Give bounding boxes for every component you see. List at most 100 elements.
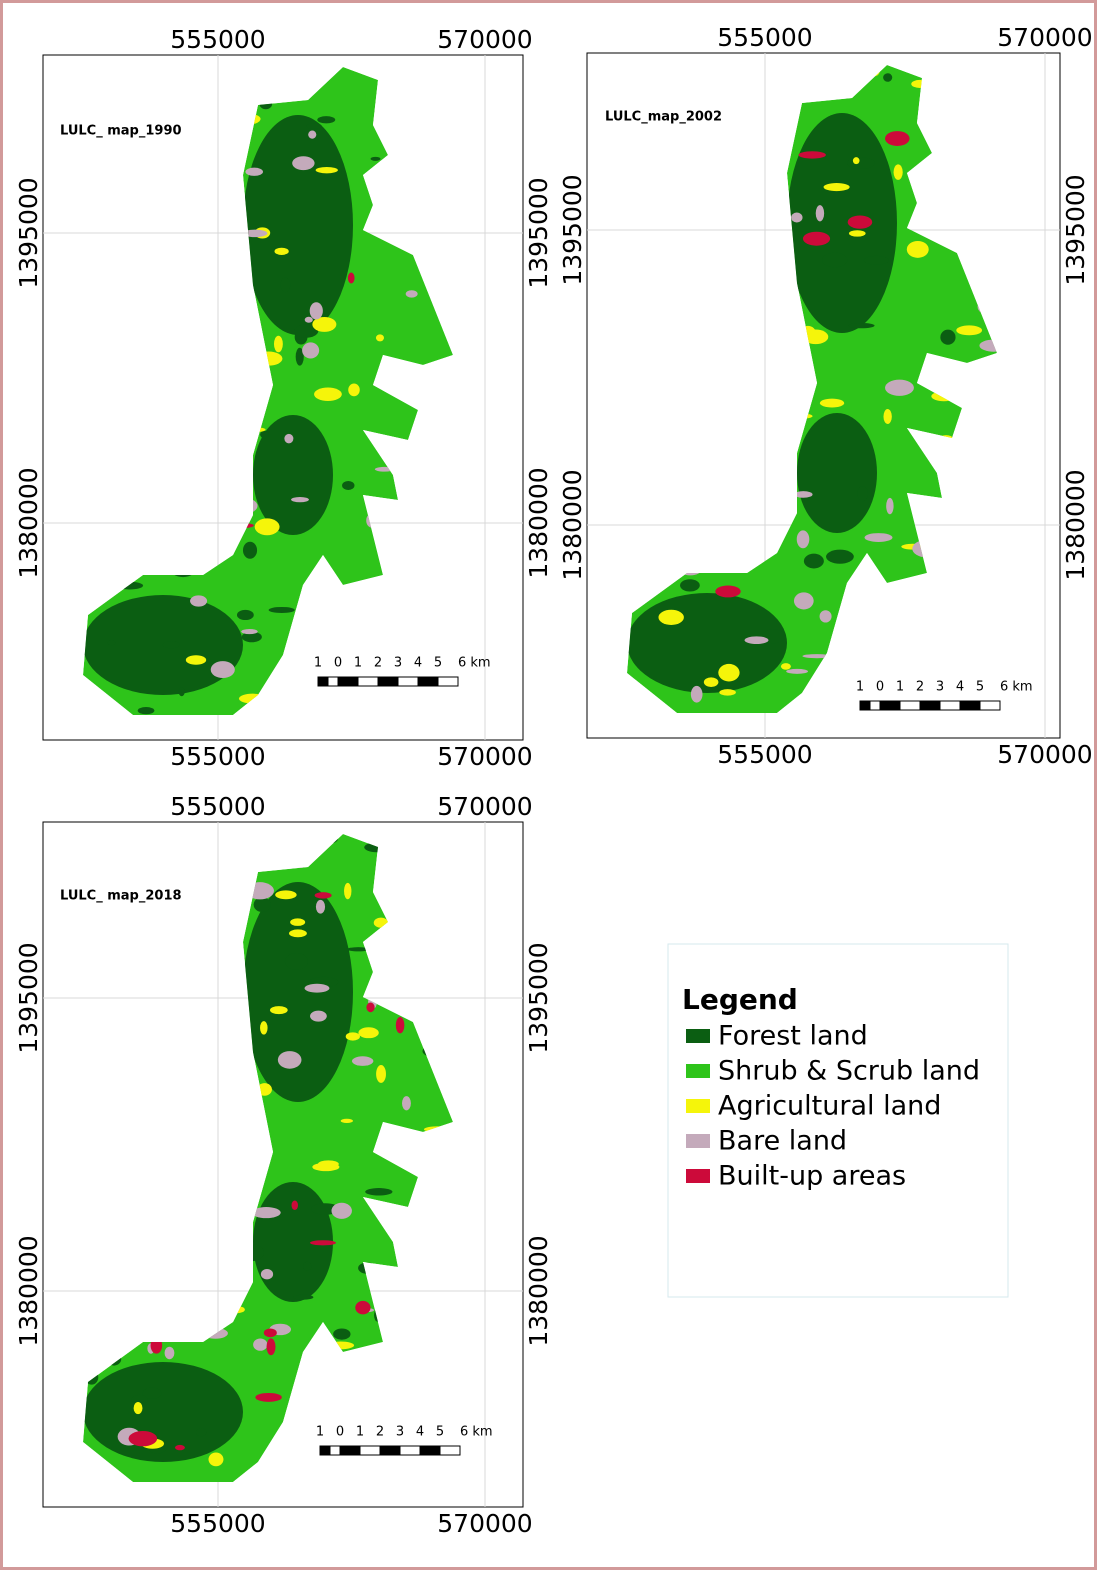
land-patch	[138, 707, 155, 714]
land-patch	[797, 530, 810, 548]
land-patch	[292, 1201, 298, 1211]
scale-label: 1	[316, 1425, 324, 1440]
land-patch	[241, 629, 258, 634]
land-patch	[691, 686, 703, 703]
land-patch	[306, 123, 322, 129]
land-patch	[190, 595, 207, 606]
land-patch	[803, 232, 830, 246]
scale-seg	[338, 677, 358, 686]
land-patch	[907, 241, 929, 258]
land-patch	[331, 1203, 351, 1219]
scale-label: 5	[436, 1425, 444, 1440]
land-patch	[883, 409, 891, 424]
land-patch	[848, 323, 874, 328]
land-patch	[822, 253, 847, 268]
land-patch	[885, 131, 910, 146]
land-patch	[274, 336, 283, 353]
land-patch	[310, 302, 323, 319]
land-patch	[255, 1393, 282, 1402]
land-patch	[865, 533, 893, 542]
forest-area	[787, 113, 897, 333]
land-patch	[289, 929, 307, 937]
scale-seg	[378, 677, 398, 686]
land-patch	[314, 387, 342, 400]
scale-label: 1	[856, 680, 864, 695]
scale-seg	[940, 701, 960, 710]
land-patch	[358, 1027, 378, 1038]
y-coord-left: 1395000	[14, 942, 43, 1053]
land-patch	[406, 290, 418, 297]
y-coord-right: 1395000	[524, 177, 553, 288]
land-patch	[820, 399, 844, 408]
land-patch	[270, 1006, 288, 1014]
scale-seg	[418, 677, 438, 686]
legend-label: Agricultural land	[718, 1091, 941, 1122]
scale-label: 3	[394, 656, 402, 671]
scale-seg	[860, 701, 870, 710]
scale-seg	[320, 1446, 330, 1455]
scale-seg	[360, 1446, 380, 1455]
land-patch	[305, 317, 313, 323]
x-coord-bottom: 555000	[170, 742, 265, 771]
land-patch	[269, 607, 295, 613]
land-patch	[318, 1160, 339, 1167]
scale-label: 0	[336, 1425, 344, 1440]
scale-seg	[980, 701, 1000, 710]
land-patch	[315, 892, 332, 899]
land-patch	[794, 592, 814, 609]
land-patch	[346, 1032, 360, 1040]
land-patch	[108, 640, 116, 645]
land-patch	[719, 689, 736, 695]
land-patch	[302, 342, 319, 358]
land-patch	[237, 610, 254, 620]
land-patch	[208, 1453, 223, 1467]
scale-seg	[330, 1446, 340, 1455]
land-patch	[333, 1329, 350, 1340]
land-patch	[366, 1003, 374, 1013]
land-patch	[341, 1119, 353, 1123]
scale-seg	[340, 1446, 360, 1455]
scale-label: 5	[434, 656, 442, 671]
y-coord-right: 1395000	[524, 942, 553, 1053]
x-coord-top: 570000	[437, 25, 532, 54]
scale-label: 2	[376, 1425, 384, 1440]
land-patch	[211, 661, 235, 678]
scale-label: 4	[416, 1425, 424, 1440]
land-patch	[129, 1431, 158, 1446]
land-patch	[316, 900, 325, 914]
land-patch	[857, 486, 868, 501]
y-coord-right: 1380000	[1061, 469, 1090, 580]
land-patch	[267, 1338, 276, 1355]
land-patch	[704, 677, 719, 687]
land-patch	[956, 325, 982, 335]
land-patch	[886, 498, 893, 514]
scale-seg	[438, 677, 458, 686]
x-coord-bottom: 555000	[717, 740, 812, 769]
land-patch	[175, 1445, 185, 1450]
y-coord-left: 1380000	[14, 467, 43, 578]
x-coord-bottom: 555000	[170, 1509, 265, 1538]
scale-seg	[328, 677, 338, 686]
land-patch	[255, 518, 280, 535]
land-patch	[281, 277, 291, 292]
land-patch	[196, 1428, 207, 1436]
land-patch	[940, 330, 955, 345]
legend-swatch	[686, 1169, 710, 1183]
scale-seg	[420, 1446, 440, 1455]
map-title: LULC_ map_1990	[60, 124, 182, 139]
land-patch	[376, 1065, 386, 1083]
y-coord-left: 1380000	[14, 1235, 43, 1346]
legend-swatch	[686, 1099, 710, 1113]
land-patch	[261, 1269, 273, 1279]
land-patch	[781, 663, 791, 670]
land-patch	[186, 655, 206, 665]
y-coord-left: 1380000	[558, 469, 587, 580]
land-patch	[718, 664, 739, 682]
land-patch	[275, 890, 296, 899]
land-patch	[342, 481, 354, 490]
land-patch	[816, 205, 824, 221]
land-patch	[355, 1301, 370, 1315]
land-patch	[883, 73, 892, 82]
land-patch	[253, 1338, 267, 1350]
land-patch	[316, 167, 338, 173]
